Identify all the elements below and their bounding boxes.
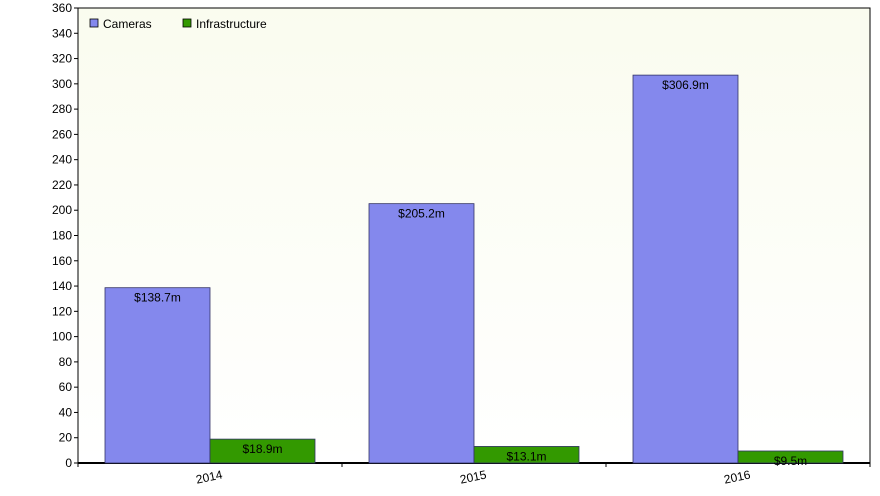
y-tick-label: 80 <box>59 355 73 369</box>
y-tick-label: 160 <box>52 254 72 268</box>
bar-value-label: $18.9m <box>242 442 282 456</box>
y-tick-label: 40 <box>59 405 73 419</box>
y-axis: 0 20 40 60 80 100 120 140 160 180 200 220 240 260 280 3… <box>52 1 78 470</box>
y-tick-label: 200 <box>52 203 72 217</box>
y-tick-label: 360 <box>52 1 72 15</box>
y-tick-label: 100 <box>52 330 72 344</box>
bar-value-label: $9.5m <box>774 454 807 468</box>
legend-label: Infrastructure <box>196 17 267 31</box>
y-tick-label: 300 <box>52 77 72 91</box>
legend-swatch <box>89 18 99 28</box>
y-tick-label: 220 <box>52 178 72 192</box>
bar-value-label: $13.1m <box>506 449 546 463</box>
bar-value-label: $138.7m <box>134 291 181 305</box>
x-tick-label: 2015 <box>459 467 488 486</box>
y-tick-label: 180 <box>52 229 72 243</box>
bar-infrastructure-2014 <box>209 438 316 464</box>
bar-value-label: $306.9m <box>662 78 709 92</box>
y-tick-label: 20 <box>59 431 73 445</box>
bar-cameras-2015 <box>368 203 475 464</box>
bar-cameras-2014 <box>104 287 211 464</box>
bars <box>104 74 844 464</box>
y-tick-label: 120 <box>52 304 72 318</box>
bar-infrastructure-2015 <box>473 446 580 464</box>
x-axis: 2014 2015 2016 <box>77 462 871 487</box>
y-tick-label: 60 <box>59 380 73 394</box>
x-tick-label: 2016 <box>723 467 752 486</box>
y-tick-label: 260 <box>52 127 72 141</box>
y-tick-label: 280 <box>52 102 72 116</box>
x-tick-label: 2014 <box>195 467 224 486</box>
bar-value-label: $205.2m <box>398 207 445 221</box>
y-tick-label: 340 <box>52 26 72 40</box>
bar-cameras-2016 <box>632 74 739 464</box>
bar-labels: $138.7m $205.2m $306.9m $18.9m $13.1m $9.5m <box>134 78 807 468</box>
legend-label: Cameras <box>103 17 152 31</box>
legend: Cameras Infrastructure <box>89 17 267 31</box>
y-tick-label: 0 <box>65 456 72 470</box>
y-tick-label: 240 <box>52 153 72 167</box>
bar-infrastructure-2016 <box>737 450 844 464</box>
y-tick-label: 320 <box>52 52 72 66</box>
legend-swatch <box>182 18 192 28</box>
y-tick-label: 140 <box>52 279 72 293</box>
